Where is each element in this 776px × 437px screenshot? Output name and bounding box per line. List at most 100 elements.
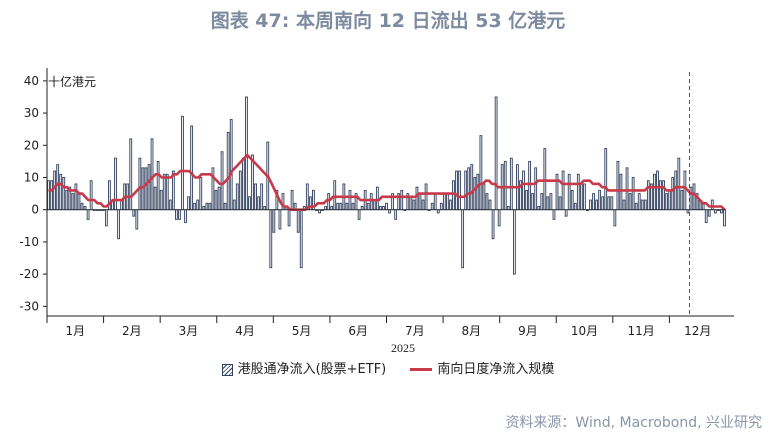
bar (720, 209, 723, 214)
y-tick-label: -10 (19, 235, 39, 249)
bar (558, 196, 562, 211)
bar (159, 189, 163, 211)
bar (290, 189, 294, 211)
bar (549, 193, 553, 211)
bar (442, 193, 446, 211)
bar (208, 202, 212, 211)
month-label: 8月 (462, 324, 482, 338)
bar (522, 170, 525, 211)
legend: 港股通净流入(股票+ETF) 南向日度净流入规模 (0, 358, 776, 377)
bar (479, 135, 483, 211)
bar (686, 209, 690, 214)
y-tick-label: -30 (19, 299, 39, 313)
bar (120, 199, 123, 211)
bar (251, 154, 254, 211)
bar (135, 209, 139, 230)
bar (248, 196, 251, 211)
bar (257, 196, 261, 211)
bar (220, 151, 224, 211)
bar (452, 180, 455, 211)
bar (613, 209, 617, 227)
bar (168, 199, 172, 211)
bar (598, 189, 602, 211)
bar (601, 196, 605, 211)
bar (153, 186, 157, 211)
bar (485, 193, 489, 211)
bar (656, 170, 659, 211)
bar (616, 160, 620, 211)
month-label: 9月 (518, 324, 538, 338)
bar (59, 173, 63, 211)
bar (385, 202, 388, 211)
bar (375, 186, 379, 211)
month-label: 12月 (684, 324, 711, 338)
bar (561, 170, 565, 211)
bar (211, 167, 215, 211)
bar (86, 209, 90, 220)
bar (531, 193, 535, 211)
bar (482, 183, 486, 211)
x-axis-label: 2025 (391, 341, 415, 355)
bar (528, 160, 532, 211)
bar (71, 193, 75, 211)
bar (83, 206, 87, 211)
bar (464, 170, 468, 211)
bar (583, 183, 586, 211)
bar (713, 209, 717, 214)
bar (543, 148, 547, 211)
bar (226, 131, 230, 211)
bar (175, 209, 178, 220)
bar (382, 206, 385, 211)
bar (205, 202, 209, 211)
bar (77, 193, 81, 211)
bar (573, 202, 577, 211)
bar (260, 183, 264, 211)
bar (488, 199, 492, 211)
bar (156, 160, 160, 211)
bar (692, 183, 696, 211)
bar (372, 199, 376, 211)
bar (296, 209, 300, 233)
month-label: 1月 (65, 324, 85, 338)
bar (707, 209, 711, 217)
legend-item-line: 南向日度净流入规模 (410, 358, 554, 377)
bar (318, 209, 321, 214)
line-series-southbound-daily (48, 153, 726, 211)
bar (723, 209, 726, 227)
bar (269, 209, 273, 269)
bar (619, 173, 623, 211)
bar (512, 209, 516, 275)
bar (181, 115, 184, 211)
bar (184, 209, 187, 224)
bar (241, 157, 245, 211)
chart-title: 图表 47: 本周南向 12 日流出 53 亿港元 (210, 10, 566, 32)
bar (150, 138, 154, 211)
bar (114, 157, 117, 211)
bar (604, 148, 608, 211)
bar (193, 202, 197, 211)
y-tick-label: 40 (24, 74, 39, 88)
bar (461, 209, 465, 269)
bar (631, 177, 635, 211)
bar (439, 202, 443, 211)
bar (147, 164, 151, 211)
bar (640, 199, 644, 211)
bar (622, 199, 626, 211)
bar (56, 164, 60, 211)
bar (552, 209, 556, 220)
month-label: 11月 (627, 324, 654, 338)
bar (299, 209, 303, 269)
bar (190, 125, 194, 211)
bar (430, 202, 434, 211)
bar (278, 209, 282, 230)
bar (263, 206, 267, 211)
y-tick-label: 0 (31, 203, 39, 217)
bar (117, 209, 120, 240)
bar (196, 199, 200, 211)
bar (704, 209, 708, 224)
bar (394, 209, 398, 220)
bar (506, 206, 510, 211)
bar (132, 209, 136, 217)
bar (415, 186, 419, 211)
bar (579, 183, 583, 211)
